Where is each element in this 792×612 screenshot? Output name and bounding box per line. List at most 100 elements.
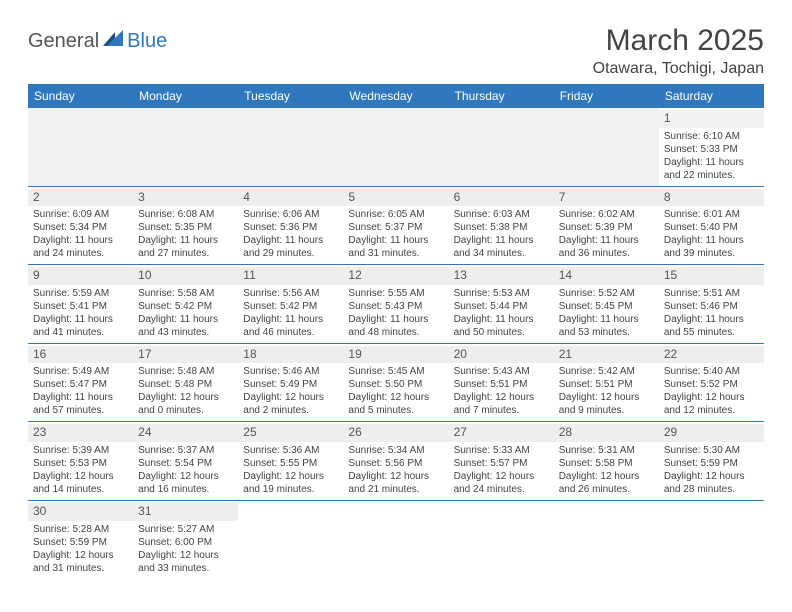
day-header: Wednesday <box>343 84 448 108</box>
calendar-cell: 7Sunrise: 6:02 AMSunset: 5:39 PMDaylight… <box>554 186 659 265</box>
day-number: 26 <box>343 424 448 442</box>
calendar-week: 1 Sunrise: 6:10 AMSunset: 5:33 PMDaylight… <box>28 108 764 186</box>
flag-icon <box>103 30 125 53</box>
day-details: Sunrise: 5:45 AMSunset: 5:50 PMDaylight:… <box>348 365 443 417</box>
day-details: Sunrise: 5:33 AMSunset: 5:57 PMDaylight:… <box>454 444 549 496</box>
calendar-cell: 13 Sunrise: 5:53 AMSunset: 5:44 PMDayligh… <box>449 265 554 344</box>
day-number: 19 <box>343 346 448 364</box>
calendar-cell: 28 Sunrise: 5:31 AMSunset: 5:58 PMDayligh… <box>554 422 659 501</box>
day-details: Sunrise: 5:55 AMSunset: 5:43 PMDaylight:… <box>348 287 443 339</box>
day-details: Sunrise: 5:53 AMSunset: 5:44 PMDaylight:… <box>454 287 549 339</box>
calendar-cell: 21Sunrise: 5:42 AMSunset: 5:51 PMDayligh… <box>554 343 659 422</box>
day-number: 5 <box>343 189 448 207</box>
calendar-cell: 27 Sunrise: 5:33 AMSunset: 5:57 PMDayligh… <box>449 422 554 501</box>
calendar-cell: 30 Sunrise: 5:28 AMSunset: 5:59 PMDayligh… <box>28 500 133 578</box>
calendar-cell: 24 Sunrise: 5:37 AMSunset: 5:54 PMDayligh… <box>133 422 238 501</box>
day-details: Sunrise: 5:52 AMSunset: 5:45 PMDaylight:… <box>559 287 654 339</box>
day-number: 22 <box>659 346 764 364</box>
header: General Blue March 2025 Otawara, Tochigi… <box>28 24 764 78</box>
day-number: 13 <box>449 267 554 285</box>
calendar-cell: 18Sunrise: 5:46 AMSunset: 5:49 PMDayligh… <box>238 343 343 422</box>
calendar-cell: 29Sunrise: 5:30 AMSunset: 5:59 PMDayligh… <box>659 422 764 501</box>
day-number: 31 <box>133 503 238 521</box>
day-number: 18 <box>238 346 343 364</box>
calendar-week: 23 Sunrise: 5:39 AMSunset: 5:53 PMDayligh… <box>28 422 764 501</box>
calendar-cell: 11Sunrise: 5:56 AMSunset: 5:42 PMDayligh… <box>238 265 343 344</box>
day-details: Sunrise: 5:46 AMSunset: 5:49 PMDaylight:… <box>243 365 338 417</box>
day-number: 25 <box>238 424 343 442</box>
calendar-week: 16Sunrise: 5:49 AMSunset: 5:47 PMDayligh… <box>28 343 764 422</box>
calendar-cell <box>238 108 343 186</box>
month-title: March 2025 <box>593 24 764 58</box>
calendar-table: SundayMondayTuesdayWednesdayThursdayFrid… <box>28 84 764 579</box>
day-details: Sunrise: 5:51 AMSunset: 5:46 PMDaylight:… <box>664 287 759 339</box>
calendar-body: 1 Sunrise: 6:10 AMSunset: 5:33 PMDaylight… <box>28 108 764 579</box>
calendar-cell: 14 Sunrise: 5:52 AMSunset: 5:45 PMDayligh… <box>554 265 659 344</box>
day-number: 23 <box>28 424 133 442</box>
calendar-cell <box>133 108 238 186</box>
calendar-cell: 22Sunrise: 5:40 AMSunset: 5:52 PMDayligh… <box>659 343 764 422</box>
day-details: Sunrise: 6:08 AMSunset: 5:35 PMDaylight:… <box>138 208 233 260</box>
day-details: Sunrise: 6:02 AMSunset: 5:39 PMDaylight:… <box>559 208 654 260</box>
day-details: Sunrise: 5:28 AMSunset: 5:59 PMDaylight:… <box>33 523 128 575</box>
day-number: 17 <box>133 346 238 364</box>
day-number: 30 <box>28 503 133 521</box>
day-details: Sunrise: 5:42 AMSunset: 5:51 PMDaylight:… <box>559 365 654 417</box>
logo-text-blue: Blue <box>127 30 167 53</box>
calendar-cell <box>554 500 659 578</box>
calendar-cell: 23 Sunrise: 5:39 AMSunset: 5:53 PMDayligh… <box>28 422 133 501</box>
day-details: Sunrise: 5:37 AMSunset: 5:54 PMDaylight:… <box>138 444 233 496</box>
day-number: 3 <box>133 189 238 207</box>
calendar-cell <box>238 500 343 578</box>
day-details: Sunrise: 5:40 AMSunset: 5:52 PMDaylight:… <box>664 365 759 417</box>
day-header: Sunday <box>28 84 133 108</box>
day-details: Sunrise: 5:34 AMSunset: 5:56 PMDaylight:… <box>348 444 443 496</box>
calendar-cell <box>28 108 133 186</box>
calendar-cell: 2Sunrise: 6:09 AMSunset: 5:34 PMDaylight… <box>28 186 133 265</box>
day-number: 27 <box>449 424 554 442</box>
logo-text-general: General <box>28 30 99 53</box>
logo: General Blue <box>28 30 167 53</box>
calendar-week: 9Sunrise: 5:59 AMSunset: 5:41 PMDaylight… <box>28 265 764 344</box>
day-header: Friday <box>554 84 659 108</box>
calendar-cell <box>449 108 554 186</box>
calendar-cell: 10Sunrise: 5:58 AMSunset: 5:42 PMDayligh… <box>133 265 238 344</box>
day-number: 15 <box>659 267 764 285</box>
day-number: 6 <box>449 189 554 207</box>
day-details: Sunrise: 6:01 AMSunset: 5:40 PMDaylight:… <box>664 208 759 260</box>
calendar-cell: 16Sunrise: 5:49 AMSunset: 5:47 PMDayligh… <box>28 343 133 422</box>
day-details: Sunrise: 6:06 AMSunset: 5:36 PMDaylight:… <box>243 208 338 260</box>
day-header: Tuesday <box>238 84 343 108</box>
day-number: 4 <box>238 189 343 207</box>
day-details: Sunrise: 5:59 AMSunset: 5:41 PMDaylight:… <box>33 287 128 339</box>
calendar-cell: 3Sunrise: 6:08 AMSunset: 5:35 PMDaylight… <box>133 186 238 265</box>
day-details: Sunrise: 6:09 AMSunset: 5:34 PMDaylight:… <box>33 208 128 260</box>
day-number: 28 <box>554 424 659 442</box>
calendar-cell <box>343 500 448 578</box>
day-details: Sunrise: 5:56 AMSunset: 5:42 PMDaylight:… <box>243 287 338 339</box>
day-number: 24 <box>133 424 238 442</box>
day-details: Sunrise: 5:31 AMSunset: 5:58 PMDaylight:… <box>559 444 654 496</box>
day-details: Sunrise: 5:48 AMSunset: 5:48 PMDaylight:… <box>138 365 233 417</box>
page: General Blue March 2025 Otawara, Tochigi… <box>0 0 792 579</box>
day-number: 29 <box>659 424 764 442</box>
day-details: Sunrise: 5:36 AMSunset: 5:55 PMDaylight:… <box>243 444 338 496</box>
day-details: Sunrise: 6:05 AMSunset: 5:37 PMDaylight:… <box>348 208 443 260</box>
calendar-cell: 15 Sunrise: 5:51 AMSunset: 5:46 PMDayligh… <box>659 265 764 344</box>
calendar-cell: 8Sunrise: 6:01 AMSunset: 5:40 PMDaylight… <box>659 186 764 265</box>
calendar-cell: 20Sunrise: 5:43 AMSunset: 5:51 PMDayligh… <box>449 343 554 422</box>
day-details: Sunrise: 5:27 AMSunset: 6:00 PMDaylight:… <box>138 523 233 575</box>
day-number: 14 <box>554 267 659 285</box>
day-number: 1 <box>659 110 764 128</box>
day-details: Sunrise: 5:43 AMSunset: 5:51 PMDaylight:… <box>454 365 549 417</box>
day-number: 8 <box>659 189 764 207</box>
day-header: Thursday <box>449 84 554 108</box>
calendar-week: 2Sunrise: 6:09 AMSunset: 5:34 PMDaylight… <box>28 186 764 265</box>
day-number: 16 <box>28 346 133 364</box>
day-details: Sunrise: 6:10 AMSunset: 5:33 PMDaylight:… <box>664 130 759 182</box>
calendar-cell: 12 Sunrise: 5:55 AMSunset: 5:43 PMDayligh… <box>343 265 448 344</box>
calendar-cell <box>343 108 448 186</box>
calendar-cell: 1 Sunrise: 6:10 AMSunset: 5:33 PMDaylight… <box>659 108 764 186</box>
day-number: 12 <box>343 267 448 285</box>
day-details: Sunrise: 5:39 AMSunset: 5:53 PMDaylight:… <box>33 444 128 496</box>
